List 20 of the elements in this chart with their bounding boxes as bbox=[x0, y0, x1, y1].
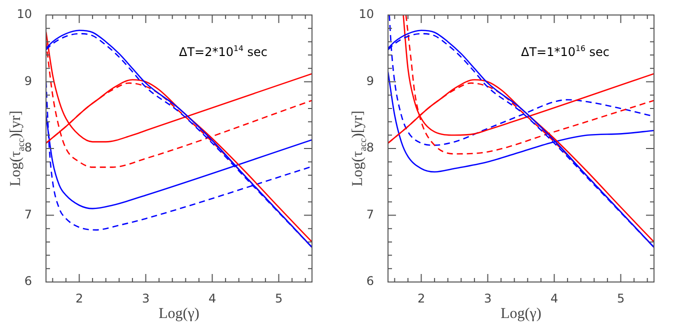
y-tick-label: 8 bbox=[366, 140, 374, 155]
x-tick-label: 4 bbox=[208, 291, 216, 306]
x-tick-label: 2 bbox=[75, 291, 84, 306]
x-axis-title: Log(γ) bbox=[158, 306, 200, 322]
y-tick-label: 6 bbox=[24, 274, 32, 288]
y-tick-label: 9 bbox=[24, 74, 32, 88]
x-tick-label: 2 bbox=[417, 291, 426, 306]
x-tick-label: 4 bbox=[550, 291, 558, 306]
x-axis-title: Log(γ) bbox=[500, 306, 542, 322]
x-tick-label: 3 bbox=[484, 291, 492, 306]
y-tick-label: 10 bbox=[16, 7, 32, 22]
y-tick-label: 9 bbox=[366, 74, 374, 88]
x-tick-label: 5 bbox=[274, 291, 283, 306]
y-tick-label: 6 bbox=[366, 274, 374, 288]
y-tick-label: 7 bbox=[24, 207, 32, 222]
y-tick-label: 10 bbox=[358, 7, 374, 22]
x-tick-label: 5 bbox=[616, 291, 625, 306]
y-tick-label: 8 bbox=[24, 140, 32, 155]
y-tick-label: 7 bbox=[366, 207, 374, 222]
x-tick-label: 3 bbox=[142, 291, 150, 306]
